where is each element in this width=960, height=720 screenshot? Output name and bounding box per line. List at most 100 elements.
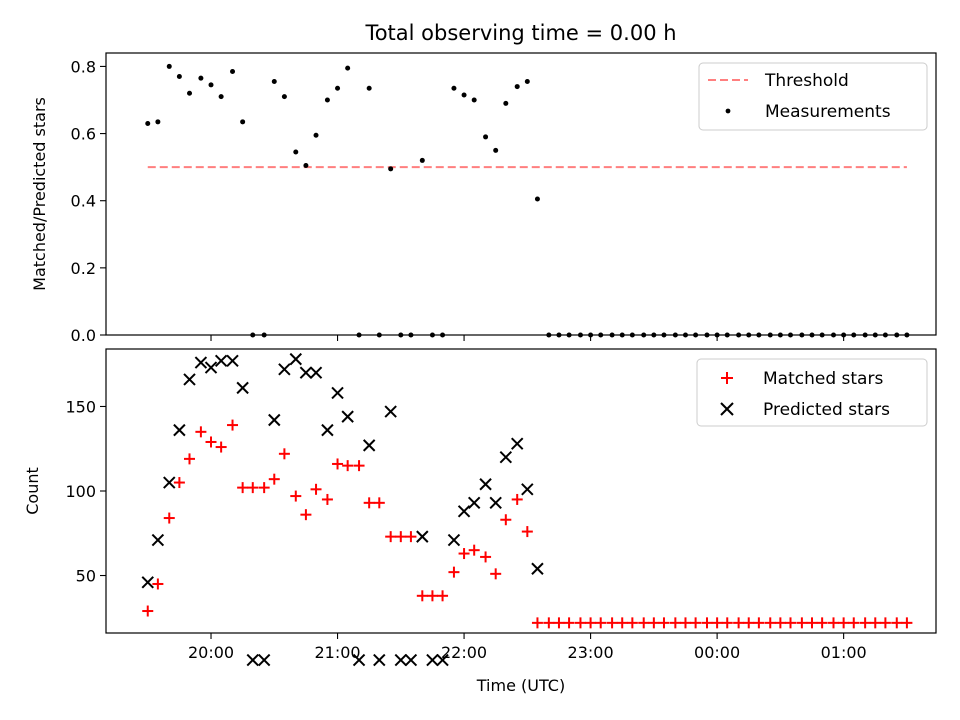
matched-stars-point bbox=[142, 605, 154, 617]
measurement-point bbox=[534, 196, 540, 202]
matched-stars-point bbox=[448, 566, 460, 578]
measurement-point bbox=[218, 94, 224, 100]
ratio-legend: Threshold Measurements bbox=[698, 62, 928, 131]
matched-stars-point bbox=[690, 617, 702, 629]
measurement-point bbox=[324, 97, 330, 103]
x-tick-label: 21:00 bbox=[314, 643, 360, 662]
matched-stars-point bbox=[500, 514, 512, 526]
matched-stars-point bbox=[753, 617, 765, 629]
matched-stars-point bbox=[774, 617, 786, 629]
matched-stars-point bbox=[679, 617, 691, 629]
predicted-stars-point bbox=[362, 439, 376, 452]
predicted-stars-point bbox=[489, 496, 502, 510]
matched-stars-point bbox=[743, 617, 755, 629]
ratio-plot-frame bbox=[105, 52, 937, 336]
ratio-y-tick-label: 0.2 bbox=[71, 259, 96, 278]
measurement-point bbox=[293, 149, 299, 155]
matched-stars-point bbox=[658, 617, 670, 629]
matched-stars-point bbox=[373, 497, 385, 509]
matched-stars-point bbox=[195, 426, 207, 438]
matched-stars-point bbox=[163, 512, 175, 524]
matched-stars-point bbox=[342, 460, 354, 472]
matched-stars-point bbox=[764, 617, 776, 629]
matched-stars-point bbox=[353, 460, 365, 472]
count-axes: 50 100 150 20:00 21:00 22:00 23:00 00:00 01:00 bbox=[65, 397, 866, 662]
measurement-point bbox=[345, 65, 351, 71]
x-tick-label: 23:00 bbox=[568, 643, 614, 662]
predicted-stars-point bbox=[331, 386, 344, 400]
matched-stars-point bbox=[595, 617, 607, 629]
matched-stars-point bbox=[237, 482, 249, 494]
measurement-point bbox=[271, 79, 277, 85]
measurement-point bbox=[419, 157, 425, 163]
matched-stars-point bbox=[268, 473, 280, 485]
predicted-stars-point bbox=[204, 361, 218, 374]
matched-stars-point bbox=[891, 617, 903, 629]
predicted-stars-point bbox=[163, 476, 176, 489]
measurement-point bbox=[451, 85, 457, 91]
predicted-stars-point bbox=[394, 653, 408, 667]
predicted-stars-point bbox=[183, 373, 196, 386]
matched-stars-point bbox=[321, 493, 333, 505]
ratio-axes: 0.0 0.2 0.4 0.6 0.8 bbox=[71, 57, 845, 345]
matched-stars-point bbox=[859, 617, 871, 629]
ratio-legend-box bbox=[698, 62, 928, 131]
predicted-stars-point bbox=[457, 505, 471, 518]
matched-stars-point bbox=[563, 617, 575, 629]
predicted-stars-point bbox=[226, 354, 239, 368]
matched-stars-point bbox=[480, 551, 492, 563]
measurement-point bbox=[303, 162, 309, 168]
x-tick-label: 00:00 bbox=[694, 643, 740, 662]
count-y-tick-label: 50 bbox=[76, 567, 96, 586]
measurement-point bbox=[366, 85, 372, 91]
matched-stars-point bbox=[395, 531, 407, 543]
matched-stars-point bbox=[796, 617, 808, 629]
matched-stars-point bbox=[648, 617, 660, 629]
matched-stars-point bbox=[468, 544, 480, 556]
x-tick-label: 22:00 bbox=[441, 643, 487, 662]
count-legend: Matched stars Predicted stars bbox=[696, 358, 928, 427]
matched-stars-point bbox=[184, 453, 196, 465]
matched-stars-point bbox=[173, 477, 185, 489]
matched-stars-point bbox=[879, 617, 891, 629]
chart-title: Total observing time = 0.00 h bbox=[364, 21, 676, 45]
predicted-stars-point bbox=[194, 356, 208, 369]
matched-stars-point bbox=[531, 617, 543, 629]
measurement-point bbox=[514, 84, 520, 90]
matched-stars-point bbox=[606, 617, 618, 629]
matched-stars-point bbox=[669, 617, 681, 629]
predicted-stars-point bbox=[299, 366, 313, 379]
count-y-axis-label: Count bbox=[23, 467, 42, 515]
predicted-stars-point bbox=[257, 653, 271, 667]
matched-stars-point bbox=[290, 490, 302, 502]
matched-stars-point bbox=[585, 617, 597, 629]
matched-stars-point bbox=[848, 617, 860, 629]
ratio-panel: 0.00.20.40.60.8 Matched/Predicted stars … bbox=[30, 52, 937, 345]
matched-stars-point bbox=[332, 458, 344, 470]
predicted-stars-point bbox=[499, 450, 513, 464]
matched-legend-label: Matched stars bbox=[763, 369, 883, 389]
predicted-stars-point bbox=[404, 653, 418, 667]
matched-stars-point bbox=[416, 590, 428, 602]
count-y-tick-label: 150 bbox=[65, 397, 96, 416]
matched-stars-point bbox=[215, 441, 227, 453]
matched-stars-point bbox=[247, 482, 259, 494]
x-tick-label: 20:00 bbox=[188, 643, 234, 662]
matched-stars-point bbox=[300, 509, 312, 521]
measurement-point bbox=[388, 166, 394, 172]
ratio-y-axis-label: Matched/Predicted stars bbox=[30, 97, 49, 291]
matched-stars-point bbox=[838, 617, 850, 629]
predicted-stars-point bbox=[531, 562, 544, 575]
x-tick-label: 01:00 bbox=[821, 643, 867, 662]
ratio-y-tick-label: 0.6 bbox=[71, 125, 96, 144]
measurements-legend-label: Measurements bbox=[765, 102, 891, 122]
predicted-legend-swatch bbox=[720, 402, 734, 416]
predicted-stars-point bbox=[479, 478, 492, 491]
measurement-point bbox=[524, 79, 530, 85]
predicted-stars-point bbox=[352, 653, 366, 667]
predicted-stars-point bbox=[384, 405, 397, 418]
matched-stars-point bbox=[490, 568, 502, 580]
matched-stars-point bbox=[521, 526, 533, 538]
matched-stars-point bbox=[626, 617, 638, 629]
